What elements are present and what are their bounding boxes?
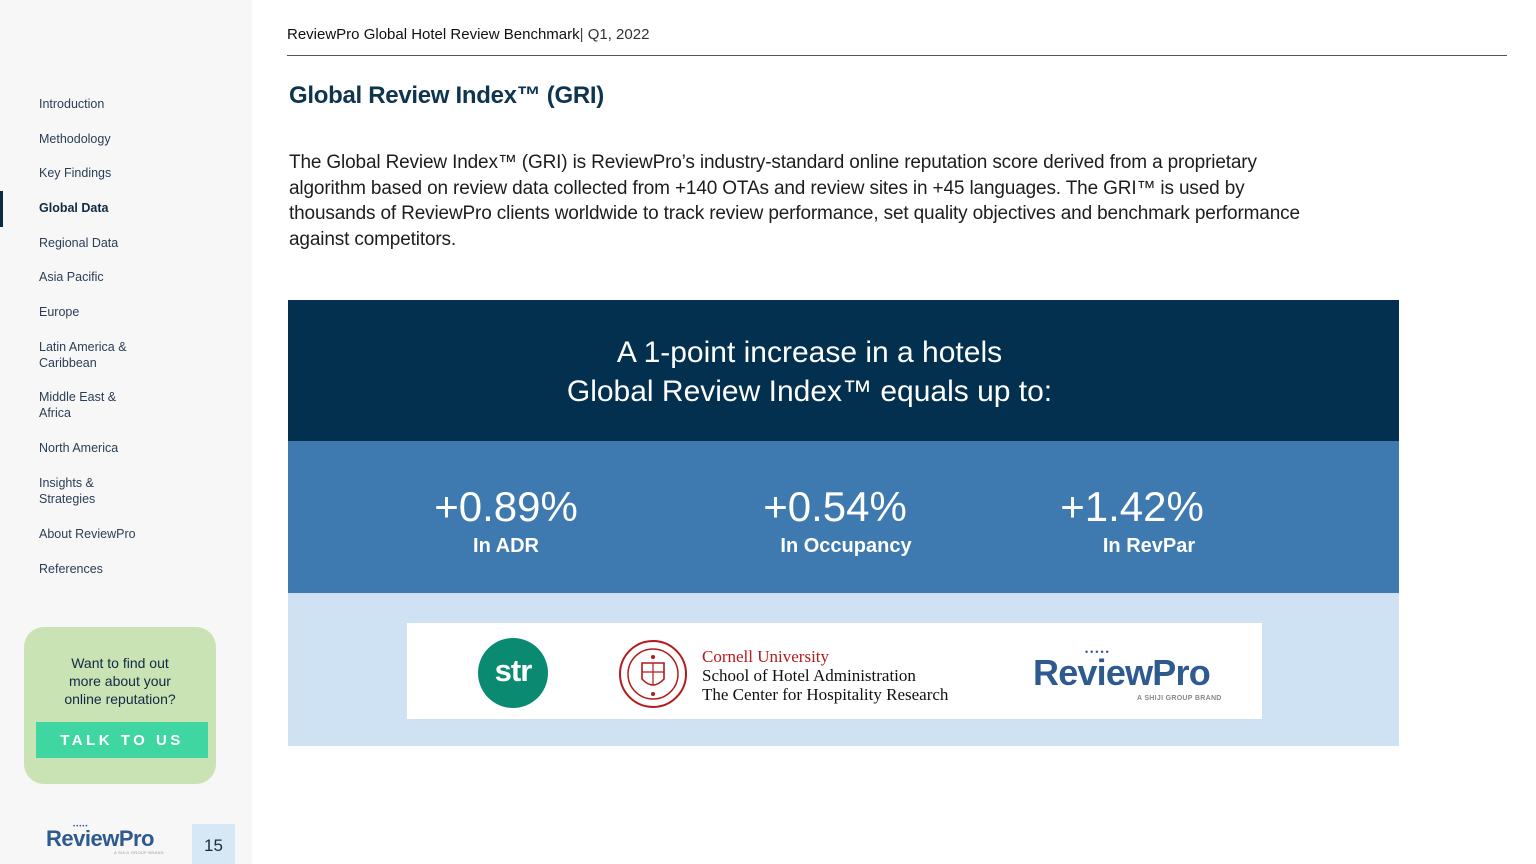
stat-occupancy: +0.54% In Occupancy xyxy=(715,483,955,558)
stat-value: +0.54% xyxy=(763,483,907,530)
reviewpro-partner-logo: ••••• ReviewPro A SHIJI GROUP BRAND xyxy=(1033,647,1223,703)
logo-tagline: A SHIJI GROUP BRAND xyxy=(114,850,164,855)
intro-line: The Global Review Index™ (GRI) is Review… xyxy=(289,152,1257,173)
sidebar-item-middle-east-africa[interactable]: Middle East & Africa xyxy=(39,390,117,420)
logo-dots: ••••• xyxy=(73,824,89,830)
cta-text: Want to find out more about your online … xyxy=(34,654,206,708)
sidebar-item-north-america[interactable]: North America xyxy=(39,441,119,455)
sidebar-item-insights-strategies[interactable]: Insights & Strategies xyxy=(39,476,96,506)
intro-paragraph: The Global Review Index™ (GRI) is Review… xyxy=(289,150,1414,253)
sidebar-item-global-data[interactable]: Global Data xyxy=(0,191,108,227)
cornell-line: School of Hotel Administration xyxy=(702,666,916,685)
cta-text-line: more about your xyxy=(69,673,171,689)
cornell-wordmark: Cornell University School of Hotel Admin… xyxy=(702,647,948,704)
cta-text-line: Want to find out xyxy=(71,655,169,671)
stat-adr: +0.89% In ADR xyxy=(386,483,626,558)
sidebar-item-key-findings[interactable]: Key Findings xyxy=(39,166,112,180)
logo-wordmark: ReviewPro xyxy=(1033,652,1211,693)
cta-text-line: online reputation? xyxy=(64,691,176,707)
report-period: Q1, 2022 xyxy=(587,26,650,43)
sidebar-item-europe[interactable]: Europe xyxy=(39,305,80,319)
logo-tagline: A SHIJI GROUP BRAND xyxy=(1137,695,1222,702)
page-title: Global Review Index™ (GRI) xyxy=(289,82,604,109)
headline-line: Global Review Index™ equals up to: xyxy=(566,375,1053,408)
gri-stats-panel: +0.89% In ADR +0.54% In Occupancy +1.42%… xyxy=(288,441,1399,593)
cornell-line: The Center for Hospitality Research xyxy=(702,685,949,704)
cornell-seal-icon xyxy=(619,640,687,708)
sidebar-item-about-reviewpro[interactable]: About ReviewPro xyxy=(39,527,136,541)
report-header: ReviewPro Global Hotel Review Benchmark|… xyxy=(287,26,649,43)
intro-line: algorithm based on review data collected… xyxy=(289,177,1245,199)
stat-value: +0.89% xyxy=(434,483,578,530)
sidebar-item-asia-pacific[interactable]: Asia Pacific xyxy=(39,270,104,284)
sidebar: Introduction Methodology Key Findings Gl… xyxy=(0,0,252,864)
gri-headline: A 1-point increase in a hotels Global Re… xyxy=(288,333,1331,411)
intro-line: against competitors. xyxy=(289,229,457,251)
page-number: 15 xyxy=(192,824,235,864)
report-title: ReviewPro Global Hotel Review Benchmark xyxy=(287,26,580,43)
reviewpro-logo: ••••• ReviewPro A SHIJI GROUP BRAND xyxy=(46,822,166,856)
header-divider xyxy=(287,55,1507,56)
header-separator: | xyxy=(579,26,584,43)
sidebar-item-introduction[interactable]: Introduction xyxy=(39,97,105,111)
stat-label: In Occupancy xyxy=(780,535,912,557)
str-logo: str xyxy=(478,638,548,708)
sidebar-item-methodology[interactable]: Methodology xyxy=(39,132,111,146)
sidebar-item-regional-data[interactable]: Regional Data xyxy=(39,236,119,250)
stat-value: +1.42% xyxy=(1060,483,1204,530)
partner-logos: str Cornell University School of Hotel A… xyxy=(407,623,1262,719)
stat-revpar: +1.42% In RevPar xyxy=(1012,483,1252,558)
logo-wordmark: ReviewPro xyxy=(46,826,155,851)
stat-label: In RevPar xyxy=(1102,535,1196,557)
stat-label: In ADR xyxy=(473,535,539,557)
intro-line: thousands of ReviewPro clients worldwide… xyxy=(289,203,1300,225)
partner-logos-panel: str Cornell University School of Hotel A… xyxy=(288,593,1399,746)
contact-cta-card: Want to find out more about your online … xyxy=(24,627,216,784)
cornell-line: Cornell University xyxy=(702,647,830,666)
talk-to-us-button[interactable]: TALK TO US xyxy=(36,722,208,758)
sidebar-item-latin-america-caribbean[interactable]: Latin America & Caribbean xyxy=(39,340,127,370)
headline-line: A 1-point increase in a hotels xyxy=(616,336,1003,369)
sidebar-item-references[interactable]: References xyxy=(39,562,103,576)
logo-dots: ••••• xyxy=(1085,647,1111,657)
gri-headline-panel: A 1-point increase in a hotels Global Re… xyxy=(288,300,1399,441)
